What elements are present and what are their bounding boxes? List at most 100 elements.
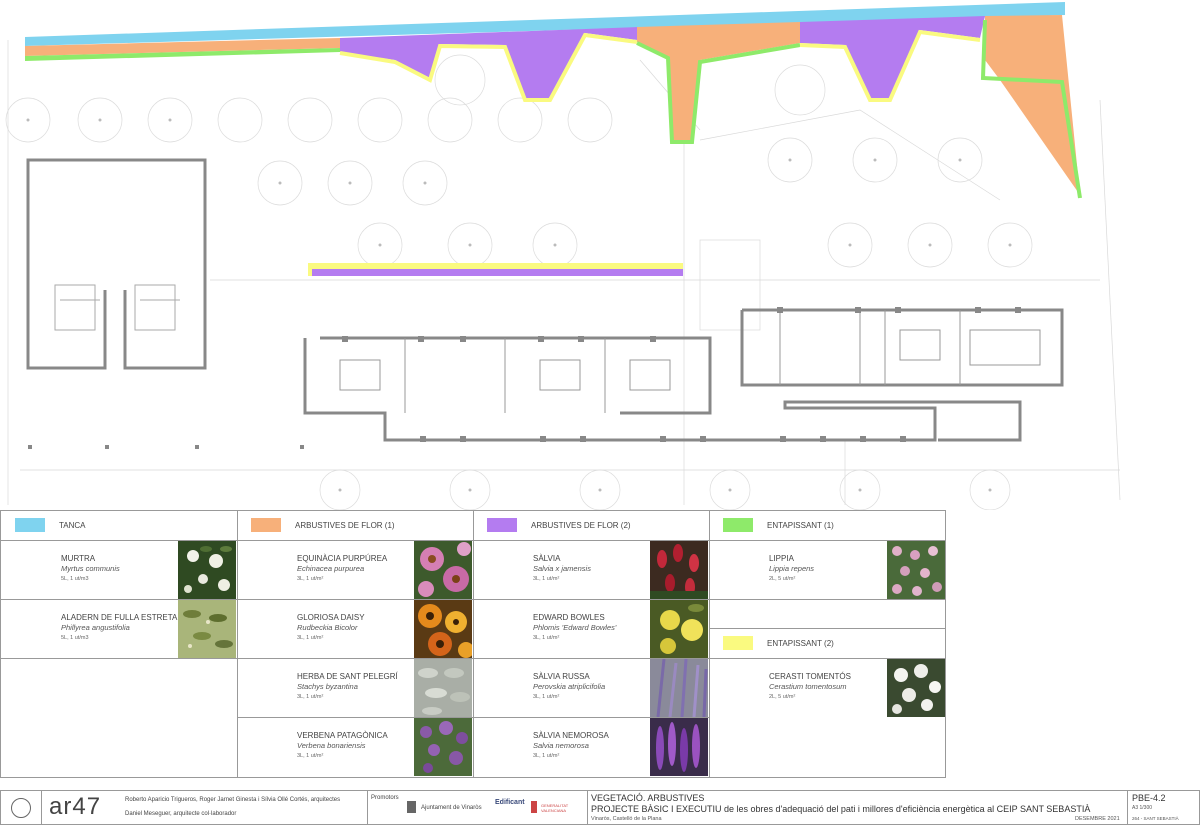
plant-quantity: 3L, 1 ut/m²: [297, 635, 324, 641]
plant-quantity: 3L, 1 ut/m²: [297, 576, 324, 582]
plant-quantity: 3L, 1 ut/m²: [533, 694, 560, 700]
plant-name: SÀLVIA RUSSA: [533, 672, 590, 681]
tanca-title: TANCA: [59, 520, 86, 530]
legend-divider: [237, 717, 709, 718]
sheet-number: PBE-4.2: [1132, 793, 1166, 803]
plant-latin-name: Lippia repens: [769, 564, 815, 573]
plant-entry: LIPPIA Lippia repens 2L, 5 ut/m²: [769, 554, 929, 584]
photo-salvia: [650, 541, 708, 599]
plant-name: EDWARD BOWLES: [533, 613, 605, 622]
legend-divider: [709, 511, 710, 777]
plant-latin-name: Echinacea purpurea: [297, 564, 365, 573]
plant-name: GLORIOSA DAISY: [297, 613, 365, 622]
central-building: [303, 308, 1064, 442]
title-block: ar47 Roberto Aparicio Trigueros, Roger J…: [0, 790, 1200, 825]
photo-aladern: [178, 600, 236, 658]
plant-latin-name: Stachys byzantina: [297, 682, 358, 691]
plant-latin-name: Salvia nemorosa: [533, 741, 589, 750]
photo-lippia: [887, 541, 945, 599]
legend-header-ent1: ENTAPISSANT (1): [709, 511, 834, 539]
flor1-strip-west: [25, 38, 340, 56]
plant-latin-name: Phlomis 'Edward Bowles': [533, 623, 617, 632]
plant-latin-name: Verbena bonariensis: [297, 741, 366, 750]
plant-name: ALADERN DE FULLA ESTRETA: [61, 613, 178, 622]
legend-divider: [1, 658, 945, 659]
tree-circles: [5, 54, 1033, 510]
plant-latin-name: Myrtus communis: [61, 564, 120, 573]
legend-divider: [709, 628, 945, 629]
plant-latin-name: Salvia x jamensis: [533, 564, 591, 573]
drawing-title: VEGETACIÓ. ARBUSTIVES: [591, 793, 705, 803]
promotor-edificant: Edificant: [495, 799, 525, 806]
plant-entry: SÀLVIA Salvia x jamensis 3L, 1 ut/m²: [533, 554, 693, 584]
entapissant2-bar-end: [308, 263, 312, 276]
title-block-divider: [367, 791, 368, 824]
promotors-label: Promotors: [371, 795, 399, 801]
north-arrow-icon: [11, 798, 31, 818]
tree-centers: [26, 118, 1012, 492]
plant-quantity: 3L, 1 ut/m²: [533, 635, 560, 641]
entapissant1-title: ENTAPISSANT (1): [767, 520, 834, 530]
entapissant1-swatch: [723, 518, 753, 532]
central-building-rooms: [339, 310, 1041, 413]
plant-name: EQUINÀCIA PURPÚREA: [297, 554, 388, 563]
photo-perovskia: [650, 659, 708, 717]
west-building: [26, 158, 207, 370]
plant-entry: MURTRA Myrtus communis 5L, 1 ut/m3: [61, 554, 221, 584]
flor1-bay-2: [637, 22, 800, 140]
plant-quantity: 3L, 1 ut/m²: [533, 753, 560, 759]
plant-name: MURTRA: [61, 554, 96, 563]
site-plan: [5, 2, 1121, 510]
generalitat-logo-icon: [531, 801, 537, 813]
sheet-scale: A3 1/300: [1132, 805, 1153, 811]
photo-stachys: [414, 659, 472, 717]
promotor-generalitat: GENERALITAT VALENCIANA: [541, 803, 569, 813]
plant-entry: GLORIOSA DAISY Rudbeckia Bicolor 3L, 1 u…: [297, 613, 457, 643]
plant-quantity: 2L, 5 ut/m²: [769, 576, 796, 582]
plant-quantity: 5L, 1 ut/m3: [61, 635, 89, 641]
promotor-ajuntament: Ajuntament de Vinaròs: [421, 805, 482, 811]
west-building-interior: [54, 284, 180, 331]
photo-echinacea: [414, 541, 472, 599]
project-title: PROJECTE BÀSIC I EXECUTIU de les obres d…: [591, 804, 1091, 814]
flor2-swatch: [487, 518, 517, 532]
plant-name: SÀLVIA: [533, 554, 561, 563]
entapissant2-bar: [308, 263, 683, 269]
columns: [28, 307, 1021, 449]
plant-name: CERASTI TOMENTÓS: [769, 672, 851, 681]
legend-header-flor1: ARBUSTIVES DE FLOR (1): [237, 511, 395, 539]
plant-entry: EQUINÀCIA PURPÚREA Echinacea purpurea 3L…: [297, 554, 457, 584]
flor2-bar: [312, 269, 683, 276]
photo-verbena: [414, 718, 472, 776]
plant-latin-name: Phillyrea angustifolia: [61, 623, 130, 632]
flor1-swatch: [251, 518, 281, 532]
tanca-strip: [25, 2, 1065, 46]
plant-quantity: 5L, 1 ut/m3: [61, 576, 89, 582]
legend-header-flor2: ARBUSTIVES DE FLOR (2): [473, 511, 631, 539]
project-code: 264 - SANT SEBASTIÀ: [1132, 816, 1179, 821]
photo-salvia-nemorosa: [650, 718, 708, 776]
plant-entry: HERBA DE SANT PELEGRÍ Stachys byzantina …: [297, 672, 457, 702]
plant-entry: CERASTI TOMENTÓS Cerastium tomentosum 2L…: [769, 672, 929, 702]
legend-header-ent2: ENTAPISSANT (2): [709, 629, 834, 657]
plant-latin-name: Rudbeckia Bicolor: [297, 623, 358, 632]
legend-header-tanca: TANCA: [1, 511, 86, 539]
plant-name: SÀLVIA NEMOROSA: [533, 731, 609, 740]
plant-entry: SÀLVIA RUSSA Perovskia atriplicifolia 3L…: [533, 672, 693, 702]
photo-cerastium: [887, 659, 945, 717]
photo-murtra: [178, 541, 236, 599]
plant-legend: TANCA ARBUSTIVES DE FLOR (1) ARBUSTIVES …: [0, 510, 946, 778]
date: DESEMBRE 2021: [1075, 816, 1120, 822]
entapissant1-strip-west: [25, 48, 340, 61]
photo-rudbeckia: [414, 600, 472, 658]
plant-entry: VERBENA PATAGÒNICA Verbena bonariensis 3…: [297, 731, 457, 761]
firm-logo: ar47: [49, 793, 102, 820]
title-block-divider: [587, 791, 588, 824]
flor1-corner: [985, 15, 1080, 195]
plant-name: HERBA DE SANT PELEGRÍ: [297, 672, 398, 681]
vinaros-crest-icon: [407, 801, 416, 813]
plant-quantity: 2L, 5 ut/m²: [769, 694, 796, 700]
legend-divider: [473, 511, 474, 777]
legend-divider: [1, 540, 945, 541]
title-block-divider: [1127, 791, 1128, 824]
